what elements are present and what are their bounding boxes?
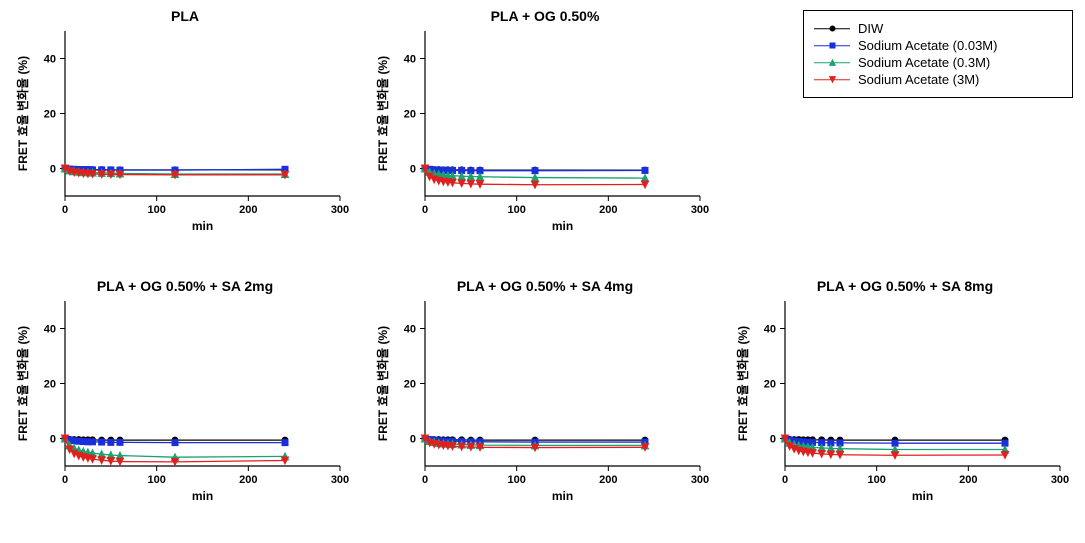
svg-text:100: 100 [867,474,885,486]
svg-text:min: min [192,219,213,233]
legend-item-SA003: Sodium Acetate (0.03M) [814,38,1062,53]
svg-text:0: 0 [50,434,56,446]
panel-title: PLA [10,8,360,24]
legend-label: Sodium Acetate (0.03M) [858,38,997,53]
svg-text:100: 100 [507,204,525,216]
chart-svg: 0 100 200 300 0 20 40 min FRET 효율 변화율 (%) [10,296,350,506]
svg-text:300: 300 [691,474,709,486]
legend-marker-icon [828,24,837,33]
series-marker-SA003 [90,439,96,445]
svg-text:FRET 효율 변화율 (%): FRET 효율 변화율 (%) [15,56,30,171]
legend-marker-icon [828,58,837,67]
svg-text:0: 0 [62,204,68,216]
svg-text:200: 200 [239,474,257,486]
svg-text:20: 20 [44,109,56,121]
svg-text:0: 0 [782,474,788,486]
chart-panel-pla_og_sa4: PLA + OG 0.50% + SA 4mg 0 100 200 300 0 20 40 mi… [370,278,720,538]
svg-text:0: 0 [50,164,56,176]
svg-text:FRET 효율 변화율 (%): FRET 효율 변화율 (%) [375,326,390,441]
series-marker-SA003 [108,439,114,445]
svg-text:20: 20 [764,379,776,391]
svg-text:0: 0 [422,204,428,216]
chart-svg: 0 100 200 300 0 20 40 min FRET 효율 변화율 (%) [370,296,710,506]
svg-text:min: min [552,219,573,233]
svg-text:200: 200 [239,204,257,216]
svg-text:300: 300 [331,204,349,216]
legend-box: DIW Sodium Acetate (0.03M) Sodium Acetate … [803,10,1073,98]
series-marker-SA003 [172,440,178,446]
legend-marker-icon [828,75,837,84]
legend-label: Sodium Acetate (0.3M) [858,55,990,70]
svg-text:40: 40 [764,324,776,336]
svg-text:0: 0 [62,474,68,486]
svg-text:200: 200 [599,204,617,216]
svg-text:0: 0 [410,434,416,446]
panel-title: PLA + OG 0.50% + SA 4mg [370,278,720,294]
svg-text:40: 40 [404,324,416,336]
svg-text:min: min [912,489,933,503]
series-marker-SA003 [99,439,105,445]
legend-label: Sodium Acetate (3M) [858,72,979,87]
svg-text:20: 20 [44,379,56,391]
chart-panel-pla_og_sa2: PLA + OG 0.50% + SA 2mg 0 100 200 300 0 20 40 mi… [10,278,360,538]
chart-panel-pla_og_sa8: PLA + OG 0.50% + SA 8mg 0 100 200 300 0 20 40 mi… [730,278,1080,538]
legend-item-SA03: Sodium Acetate (0.3M) [814,55,1062,70]
svg-text:min: min [192,489,213,503]
chart-panel-pla: PLA 0 100 200 300 0 20 40 min FRET 효율 변화율 (%) [10,8,360,268]
series-marker-SA003 [532,168,538,174]
series-marker-SA003 [282,440,288,446]
svg-text:300: 300 [1051,474,1069,486]
legend-item-DIW: DIW [814,21,1062,36]
svg-text:0: 0 [422,474,428,486]
svg-text:FRET 효율 변화율 (%): FRET 효율 변화율 (%) [735,326,750,441]
chart-svg: 0 100 200 300 0 20 40 min FRET 효율 변화율 (%) [10,26,350,236]
panel-title: PLA + OG 0.50% + SA 8mg [730,278,1080,294]
svg-text:40: 40 [404,54,416,66]
svg-text:200: 200 [599,474,617,486]
svg-text:min: min [552,489,573,503]
svg-text:FRET 효율 변화율 (%): FRET 효율 변화율 (%) [375,56,390,171]
svg-text:0: 0 [770,434,776,446]
legend-item-SA3: Sodium Acetate (3M) [814,72,1062,87]
svg-text:300: 300 [331,474,349,486]
svg-text:FRET 효율 변화율 (%): FRET 효율 변화율 (%) [15,326,30,441]
svg-text:40: 40 [44,54,56,66]
legend-label: DIW [858,21,883,36]
svg-text:20: 20 [404,379,416,391]
series-marker-SA003 [117,439,123,445]
chart-svg: 0 100 200 300 0 20 40 min FRET 효율 변화율 (%) [730,296,1070,506]
svg-text:0: 0 [410,164,416,176]
panel-title: PLA + OG 0.50% + SA 2mg [10,278,360,294]
svg-text:200: 200 [959,474,977,486]
svg-text:20: 20 [404,109,416,121]
chart-panel-pla_og: PLA + OG 0.50% 0 100 200 300 0 20 40 min FRET 효율 … [370,8,720,268]
svg-text:40: 40 [44,324,56,336]
svg-text:100: 100 [147,204,165,216]
svg-text:100: 100 [147,474,165,486]
legend-marker-icon [828,41,837,50]
svg-text:100: 100 [507,474,525,486]
chart-svg: 0 100 200 300 0 20 40 min FRET 효율 변화율 (%) [370,26,710,236]
series-marker-SA003 [642,167,648,173]
svg-text:300: 300 [691,204,709,216]
panel-title: PLA + OG 0.50% [370,8,720,24]
